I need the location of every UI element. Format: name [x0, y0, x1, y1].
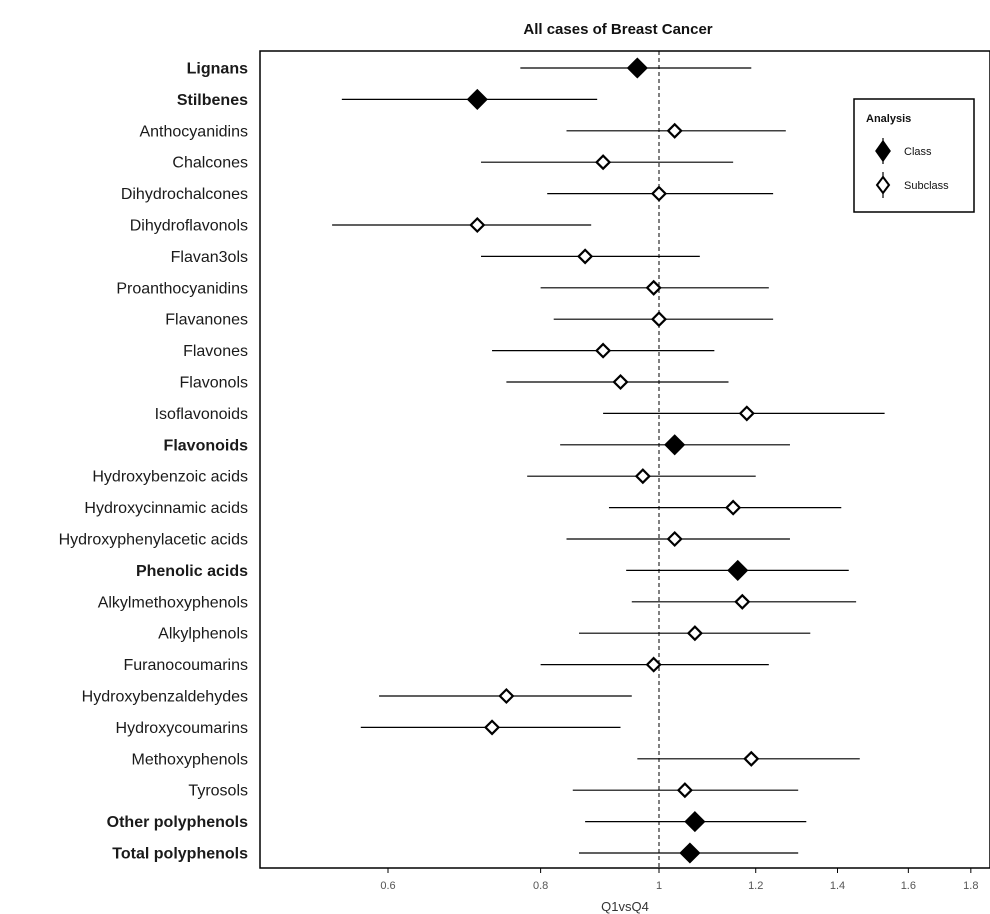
- row-flavan3ols: Flavan3ols: [171, 248, 700, 266]
- subclass-estimate-marker: [612, 373, 629, 391]
- row-flavonols: Flavonols: [180, 373, 729, 392]
- class-estimate-marker: [727, 559, 749, 581]
- subclass-estimate-marker: [498, 687, 515, 705]
- row-label: Hydroxycoumarins: [116, 720, 248, 737]
- subclass-estimate-marker: [725, 499, 742, 516]
- row-hydroxybenzoic-acids: Hydroxybenzoic acids: [92, 468, 756, 486]
- x-tick-label: 1: [656, 880, 662, 892]
- row-flavanones: Flavanones: [165, 311, 774, 329]
- row-label: Phenolic acids: [136, 563, 248, 580]
- row-methoxyphenols: Methoxyphenols: [131, 750, 860, 768]
- row-anthocyanidins: Anthocyanidins: [139, 122, 786, 140]
- chart-title: All cases of Breast Cancer: [523, 21, 712, 38]
- row-label: Anthocyanidins: [139, 123, 248, 140]
- row-proanthocyanidins: Proanthocyanidins: [116, 279, 769, 297]
- row-label: Total polyphenols: [112, 846, 248, 863]
- class-estimate-marker: [466, 88, 488, 110]
- row-flavonoids: Flavonoids: [164, 434, 790, 456]
- subclass-estimate-marker: [743, 750, 760, 767]
- row-label: Isoflavonoids: [155, 406, 248, 423]
- row-label: Furanocoumarins: [124, 657, 249, 674]
- row-dihydrochalcones: Dihydrochalcones: [121, 185, 774, 203]
- row-hydroxycoumarins: Hydroxycoumarins: [116, 719, 621, 737]
- x-axis: 0.6 0.8 1 1.2 1.4 1.6 1.8: [380, 868, 978, 892]
- x-axis-label: Q1vsQ4: [601, 899, 649, 914]
- subclass-estimate-marker: [483, 719, 501, 736]
- row-label: Tyrosols: [188, 783, 248, 800]
- x-tick-label: 1.6: [901, 880, 916, 892]
- subclass-estimate-marker: [634, 468, 651, 485]
- subclass-estimate-marker: [645, 279, 662, 296]
- subclass-estimate-marker: [650, 185, 668, 202]
- row-label: Dihydrochalcones: [121, 186, 248, 203]
- row-label: Flavonoids: [164, 437, 249, 454]
- x-tick-label: 1.8: [963, 880, 978, 892]
- subclass-estimate-marker: [676, 782, 693, 799]
- row-hydroxycinnamic-acids: Hydroxycinnamic acids: [84, 499, 842, 517]
- legend-entry-class: Class: [904, 146, 932, 158]
- x-tick-label: 1.4: [830, 880, 845, 892]
- class-estimate-marker: [684, 811, 706, 833]
- row-label: Flavan3ols: [171, 249, 248, 266]
- subclass-estimate-marker: [595, 342, 612, 359]
- subclass-estimate-marker: [666, 122, 683, 139]
- row-hydroxybenzaldehydes: Hydroxybenzaldehydes: [82, 687, 632, 706]
- row-label: Flavonols: [180, 375, 248, 392]
- class-estimate-marker: [664, 434, 686, 456]
- subclass-estimate-marker: [595, 154, 612, 171]
- row-label: Lignans: [187, 61, 248, 78]
- subclass-estimate-marker: [686, 625, 703, 642]
- row-label: Methoxyphenols: [131, 751, 248, 768]
- row-label: Hydroxybenzaldehydes: [82, 689, 248, 706]
- row-label: Other polyphenols: [107, 814, 248, 831]
- row-label: Alkylmethoxyphenols: [98, 594, 248, 611]
- row-flavones: Flavones: [183, 342, 715, 360]
- row-isoflavonoids: Isoflavonoids: [155, 405, 885, 423]
- row-stilbenes: Stilbenes: [177, 88, 598, 110]
- row-phenolic-acids: Phenolic acids: [136, 559, 849, 581]
- legend-subclass-marker: [875, 175, 891, 195]
- row-furanocoumarins: Furanocoumarins: [124, 656, 769, 674]
- rows-layer: Lignans Stilbenes Anthocyanidins Chalcones D…: [59, 57, 885, 864]
- class-estimate-marker: [679, 842, 701, 864]
- row-label: Proanthocyanidins: [116, 280, 248, 297]
- subclass-estimate-marker: [650, 311, 668, 328]
- row-tyrosols: Tyrosols: [188, 782, 799, 800]
- x-tick-label: 0.6: [380, 880, 395, 892]
- plot-frame: [259, 50, 990, 869]
- subclass-estimate-marker: [645, 656, 662, 673]
- row-label: Flavones: [183, 343, 248, 360]
- row-label: Stilbenes: [177, 92, 248, 109]
- row-label: Hydroxybenzoic acids: [92, 469, 248, 486]
- row-other-polyphenols: Other polyphenols: [107, 811, 807, 833]
- row-dihydroflavonols: Dihydroflavonols: [130, 216, 592, 235]
- subclass-estimate-marker: [577, 248, 594, 265]
- legend-title: Analysis: [866, 113, 911, 125]
- row-label: Chalcones: [172, 155, 248, 172]
- row-total-polyphenols: Total polyphenols: [112, 842, 799, 864]
- legend-box: [853, 98, 975, 213]
- row-hydroxyphenylacetic-acids: Hydroxyphenylacetic acids: [59, 530, 790, 549]
- row-label: Dihydroflavonols: [130, 218, 248, 235]
- x-tick-label: 0.8: [533, 880, 548, 892]
- subclass-estimate-marker: [469, 216, 486, 234]
- row-label: Hydroxyphenylacetic acids: [59, 532, 248, 549]
- row-chalcones: Chalcones: [172, 154, 734, 172]
- subclass-estimate-marker: [734, 593, 751, 610]
- legend-class-marker: [875, 139, 891, 163]
- row-label: Alkylphenols: [158, 626, 248, 643]
- row-label: Hydroxycinnamic acids: [84, 500, 248, 517]
- row-label: Flavanones: [165, 312, 248, 329]
- legend-entry-subclass: Subclass: [904, 180, 949, 192]
- x-tick-label: 1.2: [748, 880, 763, 892]
- row-lignans: Lignans: [187, 57, 752, 79]
- subclass-estimate-marker: [666, 530, 683, 548]
- row-alkylmethoxyphenols: Alkylmethoxyphenols: [98, 593, 857, 611]
- class-estimate-marker: [626, 57, 648, 79]
- subclass-estimate-marker: [738, 405, 755, 422]
- row-alkylphenols: Alkylphenols: [158, 625, 811, 643]
- legend: Analysis Class Subclass: [853, 98, 975, 213]
